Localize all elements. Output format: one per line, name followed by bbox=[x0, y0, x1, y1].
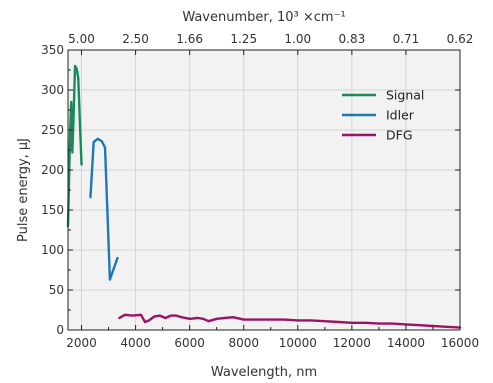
y-axis-title: Pulse energy, μJ bbox=[16, 138, 31, 242]
axis-ticks bbox=[68, 49, 461, 331]
x-tick-label: 8000 bbox=[228, 336, 259, 350]
x-tick-label: 12000 bbox=[333, 336, 371, 350]
top-axis-title: Wavenumber, 10³ ×cm⁻¹ bbox=[182, 10, 345, 25]
y-tick-label: 50 bbox=[49, 283, 64, 297]
y-tick-label: 0 bbox=[56, 323, 64, 337]
top-tick-label: 5.00 bbox=[68, 32, 95, 46]
y-tick-label: 250 bbox=[41, 123, 64, 137]
top-tick-label: 1.00 bbox=[284, 32, 311, 46]
y-tick-label: 150 bbox=[41, 203, 64, 217]
legend-label-signal: Signal bbox=[386, 88, 424, 103]
series-lines bbox=[66, 64, 462, 329]
top-tick-label: 0.83 bbox=[339, 32, 366, 46]
top-tick-label: 0.62 bbox=[447, 32, 474, 46]
x-tick-label: 10000 bbox=[279, 336, 317, 350]
x-tick-label: 4000 bbox=[120, 336, 151, 350]
top-tick-label: 0.71 bbox=[393, 32, 420, 46]
x-tick-label: 2000 bbox=[66, 336, 97, 350]
y-tick-label: 350 bbox=[41, 43, 64, 57]
legend-label-idler: Idler bbox=[386, 108, 415, 123]
legend: Signal Idler DFG bbox=[342, 88, 424, 143]
top-tick-label: 1.25 bbox=[230, 32, 257, 46]
legend-label-dfg: DFG bbox=[386, 128, 413, 143]
y-tick-label: 300 bbox=[41, 83, 64, 97]
x-tick-label: 16000 bbox=[441, 336, 479, 350]
top-tick-label: 2.50 bbox=[122, 32, 149, 46]
series-line-idler bbox=[89, 137, 119, 281]
axis-tick-labels: 2000 4000 6000 8000 10000 12000 14000 16000 0 50 1… bbox=[41, 32, 479, 350]
y-tick-label: 100 bbox=[41, 243, 64, 257]
series-line-signal bbox=[66, 64, 83, 228]
plot-background bbox=[68, 50, 460, 330]
x-tick-label: 14000 bbox=[387, 336, 425, 350]
x-tick-label: 6000 bbox=[174, 336, 205, 350]
y-tick-label: 200 bbox=[41, 163, 64, 177]
series-line-dfg bbox=[118, 313, 462, 329]
top-tick-label: 1.66 bbox=[176, 32, 203, 46]
x-axis-title: Wavelength, nm bbox=[211, 365, 317, 380]
